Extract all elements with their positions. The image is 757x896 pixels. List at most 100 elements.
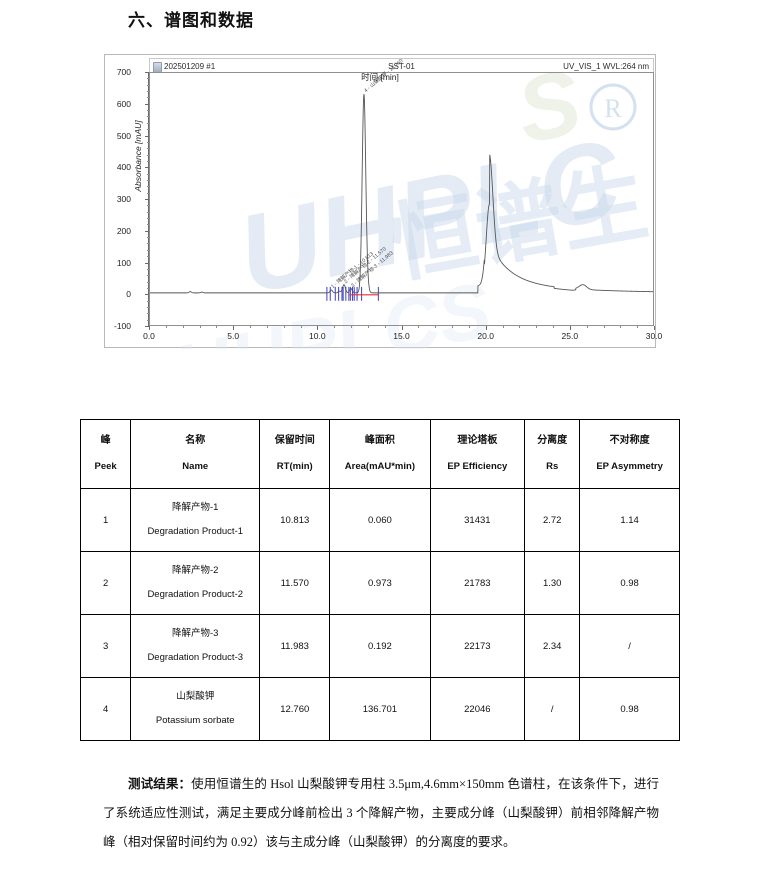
x-tick-label: 5.0 [227, 331, 240, 341]
x-minor-tick [300, 326, 302, 328]
y-minor-tick [147, 129, 149, 131]
chromatogram-figure: UHPLC S R 恒谱生 UHPLCS 202501209 #1 SST-01… [104, 54, 662, 349]
y-axis-title: Absorbance [mAU] [133, 120, 143, 192]
header-label-cn: 保留时间 [274, 435, 315, 447]
y-minor-tick [147, 224, 149, 226]
page-title: 六、谱图和数据 [128, 11, 254, 30]
x-minor-tick [182, 326, 184, 328]
x-minor-tick [502, 326, 504, 328]
cell-compound-name: 山梨酸钾 Potassium sorbate [130, 677, 261, 741]
x-tick [149, 326, 150, 330]
y-minor-tick [147, 275, 149, 277]
y-minor-tick [147, 122, 149, 124]
x-minor-tick [553, 326, 554, 328]
table-header-cell: 保留时间 RT(min) [259, 419, 331, 489]
x-tick [569, 326, 571, 330]
table-header-cell: 不对称度 EP Asymmetry [579, 419, 680, 489]
compound-name-en: Degradation Product-1 [147, 526, 244, 537]
detector-label: UV_VIS_1 WVL:264 nm [563, 62, 649, 71]
conclusion-lead: 测试结果： [128, 777, 192, 791]
header-label-en: EP Efficiency [447, 461, 508, 473]
conclusion-body: 使用恒谱生的 Hsol 山梨酸钾专用柱 3.5μm,4.6mm×150mm 色谱… [103, 777, 659, 849]
compound-name-en: Degradation Product-2 [147, 589, 244, 600]
x-tick [317, 326, 319, 330]
header-label-en: EP Asymmetry [596, 461, 663, 473]
header-label-cn: 峰 [100, 435, 111, 447]
x-minor-tick [519, 326, 521, 328]
header-label-en: Peek [94, 461, 117, 473]
y-tick [145, 326, 149, 327]
cell-retention-time: 11.570 [259, 551, 331, 615]
y-minor-tick [147, 319, 149, 321]
x-minor-tick [283, 326, 285, 328]
cell-ep-asymmetry: 1.14 [579, 488, 680, 552]
y-minor-tick [147, 287, 149, 289]
header-label-en: RT(min) [276, 461, 313, 473]
y-tick [145, 199, 149, 200]
cell-peak-number: 4 [79, 677, 132, 741]
y-minor-tick [147, 211, 149, 213]
y-minor-tick [147, 256, 149, 258]
cell-resolution: / [524, 677, 581, 741]
cell-peak-number: 2 [79, 551, 132, 615]
x-minor-tick [384, 326, 386, 328]
y-tick [145, 167, 149, 169]
x-minor-tick [468, 326, 470, 328]
cell-peak-area: 0.060 [329, 488, 431, 552]
y-minor-tick [147, 179, 149, 181]
cell-compound-name: 降解产物-2 Degradation Product-2 [130, 551, 261, 615]
y-minor-tick [147, 313, 149, 315]
x-minor-tick [452, 326, 453, 328]
cell-compound-name: 降解产物-3 Degradation Product-3 [130, 614, 261, 678]
y-tick-label: -100 [113, 321, 131, 331]
header-label-cn: 峰面积 [364, 435, 395, 447]
table-header: 峰 Peek 名称 Name 保留时间 RT(min) 峰面积 Area(mAU*min) 理论… [79, 419, 680, 489]
table-header-cell: 峰 Peek [79, 419, 132, 489]
cell-ep-asymmetry: 0.98 [579, 677, 680, 741]
x-tick-label: 25.0 [561, 331, 579, 341]
cell-ep-asymmetry: 0.98 [579, 551, 680, 615]
y-minor-tick [147, 205, 149, 207]
y-minor-tick [147, 192, 149, 194]
x-minor-tick [351, 326, 352, 328]
x-tick-label: 20.0 [477, 331, 494, 341]
x-tick [401, 326, 403, 330]
y-minor-tick [147, 84, 149, 86]
x-tick-label: 30.0 [645, 331, 663, 341]
x-tick [654, 326, 655, 330]
table-body: 1 降解产物-1 Degradation Product-1 10.813 0.060 3… [79, 488, 680, 741]
cell-ep-efficiency: 22173 [429, 614, 526, 678]
y-tick-label: 600 [116, 98, 131, 109]
sample-id-label: 202501209 #1 [164, 62, 216, 71]
y-tick-label: 500 [116, 130, 131, 141]
table-header-cell: 理论塔板 EP Efficiency [429, 419, 526, 489]
chromatogram-trace [150, 73, 653, 325]
cell-peak-area: 136.701 [329, 677, 431, 741]
table-header-row: 峰 Peek 名称 Name 保留时间 RT(min) 峰面积 Area(mAU*min) 理论… [79, 419, 680, 489]
x-tick-label: 0.0 [143, 331, 155, 341]
cell-retention-time: 10.813 [259, 488, 331, 552]
y-tick [145, 103, 149, 105]
x-minor-tick [620, 326, 622, 328]
x-minor-tick [199, 326, 201, 328]
x-minor-tick [165, 326, 167, 328]
x-minor-tick [367, 326, 369, 328]
y-tick-label: 200 [116, 225, 131, 236]
y-minor-tick [147, 243, 149, 245]
cell-retention-time: 11.983 [259, 614, 331, 678]
table-row: 4 山梨酸钾 Potassium sorbate 12.760 136.701 22046… [79, 677, 680, 741]
cell-peak-number: 3 [79, 614, 132, 678]
compound-name-en: Potassium sorbate [155, 715, 235, 726]
x-tick [233, 326, 235, 330]
y-minor-tick [147, 160, 149, 162]
cell-compound-name: 降解产物-1 Degradation Product-1 [130, 488, 261, 552]
cell-retention-time: 12.760 [259, 677, 331, 741]
y-tick-label: 400 [116, 162, 131, 173]
y-tick-label: 0 [126, 289, 131, 300]
table-header-cell: 分离度 Rs [524, 419, 581, 489]
cell-resolution: 2.72 [524, 488, 581, 552]
y-minor-tick [147, 97, 149, 99]
y-tick [145, 230, 149, 232]
conclusion-paragraph: 测试结果：使用恒谱生的 Hsol 山梨酸钾专用柱 3.5μm,4.6mm×150… [103, 770, 659, 857]
x-minor-tick [435, 326, 437, 328]
